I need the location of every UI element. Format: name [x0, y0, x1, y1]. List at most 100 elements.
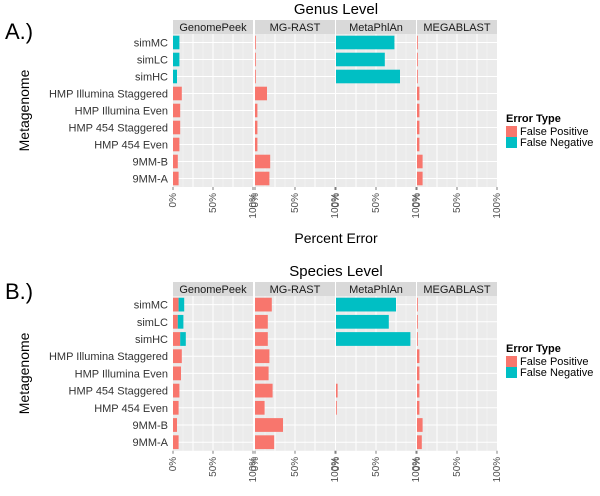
bar: [336, 297, 396, 312]
x-tick-label: 100%: [411, 193, 422, 219]
bar: [255, 400, 265, 415]
facet-label: GenomePeek: [179, 284, 247, 296]
y-axis-title: Metagenome: [16, 332, 32, 414]
x-tick-label: 0%: [412, 457, 423, 472]
facet-label: MG-RAST: [270, 284, 321, 296]
legend-label: False Positive: [520, 356, 588, 368]
facet-label: GenomePeek: [179, 22, 247, 34]
x-tick-label: 50%: [371, 457, 382, 477]
legend-label: False Negative: [520, 367, 593, 379]
legend-title: Error Type: [506, 113, 561, 125]
category-label: 9MM-A: [133, 437, 169, 449]
x-tick-label: 50%: [452, 457, 463, 477]
legend-label: False Positive: [520, 126, 588, 138]
category-label: 9MM-B: [133, 157, 168, 169]
category-label: simLC: [137, 317, 168, 329]
bar: [173, 120, 181, 135]
bar: [255, 349, 270, 364]
legend-label: False Negative: [520, 137, 593, 149]
bar: [255, 120, 258, 135]
legend-swatch: [506, 356, 517, 367]
bar: [417, 35, 418, 50]
legend-swatch: [506, 126, 517, 137]
bar: [173, 69, 177, 84]
category-label: simHC: [135, 334, 168, 346]
facet-strip: [417, 282, 497, 296]
facet-label: MG-RAST: [270, 22, 321, 34]
x-tick-label: 50%: [452, 193, 463, 213]
bar: [417, 154, 423, 169]
category-label: 9MM-A: [133, 174, 169, 186]
bar: [173, 400, 179, 415]
facet-strip: [417, 20, 497, 34]
category-label: HMP Illumina Staggered: [49, 89, 168, 101]
category-label: simLC: [137, 55, 168, 67]
panel-label: B.): [5, 279, 33, 304]
bar: [255, 86, 267, 101]
x-tick-label: 0%: [412, 193, 423, 208]
x-tick-label: 100%: [248, 457, 259, 483]
legend-swatch: [506, 367, 517, 378]
category-label: HMP Illumina Staggered: [49, 351, 168, 363]
category-label: 9MM-B: [133, 420, 168, 432]
x-tick-label: 0%: [331, 193, 342, 208]
bar: [255, 297, 272, 312]
bar: [255, 52, 256, 67]
bar: [173, 52, 180, 67]
x-tick-label: 0%: [168, 457, 179, 472]
bar: [417, 52, 418, 67]
bar: [255, 137, 258, 152]
x-tick-label: 50%: [371, 193, 382, 213]
bar: [178, 297, 185, 312]
facet-strip: [255, 282, 335, 296]
y-axis-title: Metagenome: [16, 69, 32, 151]
bar: [417, 418, 423, 432]
bar: [173, 383, 180, 398]
bar: [255, 332, 268, 346]
category-label: HMP 454 Even: [94, 140, 168, 152]
x-axis-title: Percent Error: [294, 494, 378, 496]
bar: [417, 171, 423, 186]
facet-label: MetaPhlAn: [349, 22, 403, 34]
bar: [255, 69, 256, 84]
chart-title: Species Level: [289, 263, 382, 280]
bar: [173, 86, 182, 101]
facet-strip: [336, 282, 416, 296]
category-label: HMP Illumina Even: [75, 368, 168, 380]
bar: [336, 314, 389, 329]
x-axis-title: Percent Error: [294, 230, 378, 246]
facet-strip: [173, 20, 253, 34]
bar: [417, 103, 420, 118]
bar: [255, 103, 258, 118]
bar: [173, 332, 181, 346]
bar: [255, 418, 283, 432]
bar: [255, 314, 268, 329]
bar: [177, 314, 184, 329]
bar: [173, 171, 179, 186]
bar: [255, 383, 273, 398]
bar: [417, 69, 418, 84]
category-label: simMC: [134, 38, 168, 50]
x-tick-label: 50%: [208, 193, 219, 213]
category-label: HMP 454 Even: [94, 403, 168, 415]
bar: [173, 154, 178, 169]
category-label: simHC: [135, 72, 168, 84]
x-tick-label: 0%: [168, 193, 179, 208]
bar: [173, 418, 177, 432]
bar: [173, 103, 181, 118]
bar: [417, 297, 418, 312]
category-label: simMC: [134, 300, 168, 312]
x-tick-label: 100%: [330, 193, 341, 219]
bar: [336, 383, 338, 398]
bar: [336, 35, 395, 50]
legend-swatch: [506, 137, 517, 148]
x-tick-label: 50%: [290, 457, 301, 477]
bar: [417, 314, 418, 329]
chart-title: Genus Level: [294, 1, 378, 18]
bar: [417, 366, 420, 381]
x-tick-label: 0%: [331, 457, 342, 472]
bar: [417, 400, 420, 415]
category-label: HMP 454 Staggered: [69, 386, 168, 398]
bar: [173, 297, 179, 312]
